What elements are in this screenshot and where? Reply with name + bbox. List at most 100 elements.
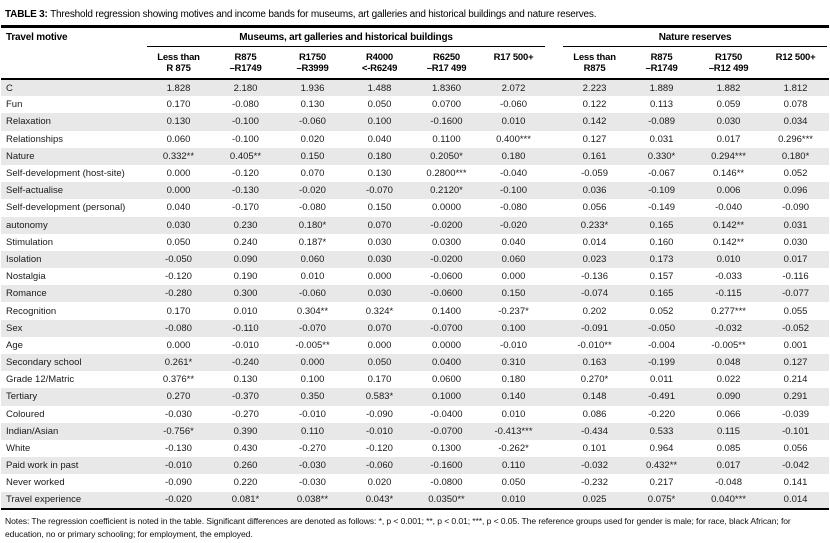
table-title: TABLE 3: Threshold regression showing mo…	[1, 8, 829, 22]
cell-value: 0.150	[501, 288, 526, 300]
cell-value: -0.042	[782, 460, 810, 472]
table-row: Sex -0.080 -0.110 -0.070 0.070 -0.0700 0.100 -0…	[1, 319, 830, 337]
cell-value: -0.149	[648, 202, 675, 214]
cell-value: -0.1600	[430, 116, 463, 128]
cell-value: -0.005**	[295, 339, 330, 351]
cell-value: 0.2120*	[430, 185, 463, 197]
table-row: Nostalgia -0.120 0.190 0.010 0.000 -0.0600 0.0…	[1, 268, 829, 285]
cell-value: -0.067	[648, 168, 675, 180]
cell-value: 0.030	[783, 236, 808, 248]
cell-value: 0.2050*	[430, 150, 463, 162]
cell-value: -0.0700	[430, 425, 463, 437]
cell-value: -0.020	[145, 491, 212, 510]
column-header-band-10: R12 500+	[762, 47, 830, 80]
cell-value: -0.240	[232, 357, 259, 369]
cell-value: 0.040	[367, 133, 392, 145]
cell-value: 0.017	[716, 133, 741, 145]
cell-value: -0.280	[165, 288, 192, 300]
cell-value: 0.291	[783, 391, 808, 403]
cell-value: 0.140	[501, 391, 526, 403]
cell-value: 0.030	[716, 116, 741, 128]
row-label: Stimulation	[6, 236, 53, 248]
cell-value: 0.163	[582, 357, 607, 369]
cell-value: 0.130	[233, 374, 258, 386]
cell-value: -0.0400	[430, 408, 463, 420]
cell-value: -0.413***	[494, 425, 533, 437]
cell-value: -0.116	[782, 271, 809, 283]
row-label: Indian/Asian	[6, 425, 59, 437]
cell-value: 0.122	[582, 99, 607, 111]
cell-value: 0.324*	[365, 305, 394, 317]
cell-value: 0.000	[166, 185, 191, 197]
row-label: Self-development (personal)	[6, 202, 126, 214]
cell-value: -0.060	[366, 460, 393, 472]
table-row: Secondary school 0.261* -0.240 0.000 0.050 0.…	[1, 354, 830, 372]
cell-value: 0.350	[300, 391, 325, 403]
cell-value: -0.010	[366, 425, 393, 437]
cell-value: -0.091	[581, 322, 608, 334]
cell-value: -0.004	[648, 339, 675, 351]
cell-value: 0.0000	[431, 202, 462, 214]
group-gap	[547, 423, 561, 440]
cell-value: 0.023	[582, 253, 607, 265]
cell-value: -0.080	[299, 202, 326, 214]
group-header-nature-label: Nature reserves	[563, 32, 828, 47]
cell-value: -0.101	[782, 425, 810, 437]
cell-value: -0.030	[299, 477, 326, 489]
cell-value: -0.020	[500, 219, 527, 231]
cell-value: -0.220	[648, 408, 675, 420]
cell-value: -0.270	[232, 408, 259, 420]
cell-value: 0.180	[367, 150, 392, 162]
group-gap	[547, 148, 561, 165]
cell-value: 0.040	[166, 202, 191, 214]
cell-value: -0.039	[782, 408, 810, 420]
cell-value: -0.020	[299, 185, 326, 197]
table-row: Self-development (personal) 0.040 -0.170 -0…	[1, 199, 829, 216]
cell-value: -0.070	[366, 185, 393, 197]
cell-value: 0.220	[233, 477, 258, 489]
table-row: Self-development (host-site) 0.000 -0.120 0…	[1, 165, 829, 182]
table-row: Paid work in past -0.010 0.260 -0.030 -0.060…	[1, 457, 830, 475]
cell-value: -0.120	[165, 271, 192, 283]
cell-value: -0.060	[500, 99, 527, 111]
group-gap	[547, 457, 561, 474]
cell-value: -0.089	[648, 116, 675, 128]
cell-value: -0.270	[299, 443, 326, 455]
group-gap	[547, 440, 561, 457]
group-gap	[547, 320, 561, 337]
cell-value: 0.390	[233, 425, 258, 437]
column-header-band-4: R4000 <-R6249	[346, 47, 413, 80]
table-row: Indian/Asian -0.756* 0.390 0.110 -0.010 -0.07…	[1, 422, 830, 440]
row-label: Secondary school	[6, 357, 82, 369]
column-header-band-2: R875 –R1749	[212, 47, 279, 80]
cell-value: 0.130	[166, 116, 191, 128]
group-gap	[547, 28, 561, 47]
cell-value: -0.010**	[577, 339, 612, 351]
cell-value: 0.017	[783, 253, 808, 265]
cell-value: 0.070	[367, 322, 392, 334]
cell-value: 0.096	[783, 185, 808, 197]
table-row: Recognition 0.170 0.010 0.304** 0.324* 0.1400…	[1, 302, 829, 319]
cell-value: -0.170	[232, 202, 259, 214]
cell-value: 0.400***	[496, 133, 531, 145]
cell-value: -0.370	[232, 391, 259, 403]
cell-value: -0.080	[232, 99, 259, 111]
cell-value: 0.014	[762, 491, 830, 510]
cell-value: 0.052	[783, 168, 808, 180]
row-label: Grade 12/Matric	[6, 374, 75, 386]
table-row: Travel experience -0.020 0.081* 0.038** 0.04…	[1, 491, 830, 510]
cell-value: 0.100	[501, 322, 526, 334]
cell-value: -0.080	[500, 202, 527, 214]
cell-value: 0.048	[716, 357, 741, 369]
cell-value: 1.889	[649, 82, 674, 94]
column-header-band-5: R6250 –R17 499	[413, 47, 480, 80]
cell-value: -0.010	[232, 339, 259, 351]
table-row: Tertiary 0.270 -0.370 0.350 0.583* 0.1000 0.14…	[1, 388, 830, 406]
cell-value: 0.0400	[431, 357, 462, 369]
cell-value: 0.294***	[711, 150, 746, 162]
group-gap	[547, 47, 562, 80]
cell-value: 0.022	[716, 374, 741, 386]
cell-value: 0.214	[783, 374, 808, 386]
table-row: Relationships 0.060 -0.100 0.020 0.040 0.1100…	[1, 131, 829, 148]
cell-value: -0.052	[782, 322, 810, 334]
